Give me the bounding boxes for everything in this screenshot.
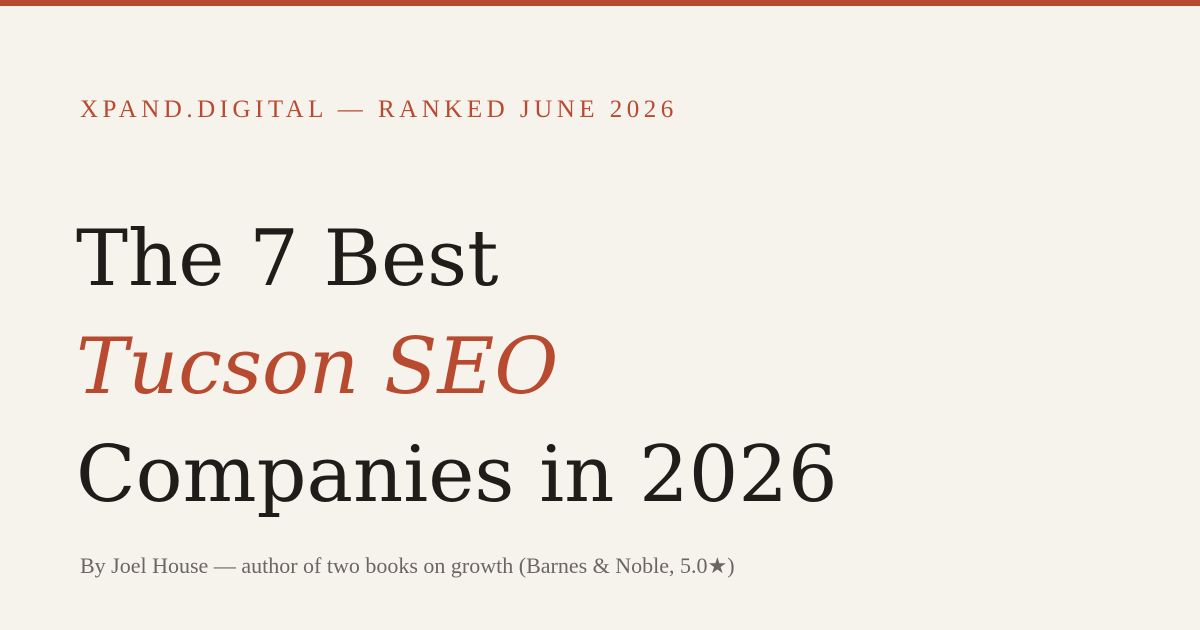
top-accent-bar (0, 0, 1200, 6)
title-line-2-highlight: Tucson SEO (76, 322, 559, 412)
eyebrow-label: XPAND.DIGITAL — RANKED JUNE 2026 (80, 96, 678, 123)
title-line-3: Companies in 2026 (76, 430, 838, 520)
author-byline: By Joel House — author of two books on g… (80, 553, 735, 578)
page-title: The 7 Best Tucson SEO Companies in 2026 (76, 205, 838, 529)
title-line-1: The 7 Best (76, 214, 499, 304)
